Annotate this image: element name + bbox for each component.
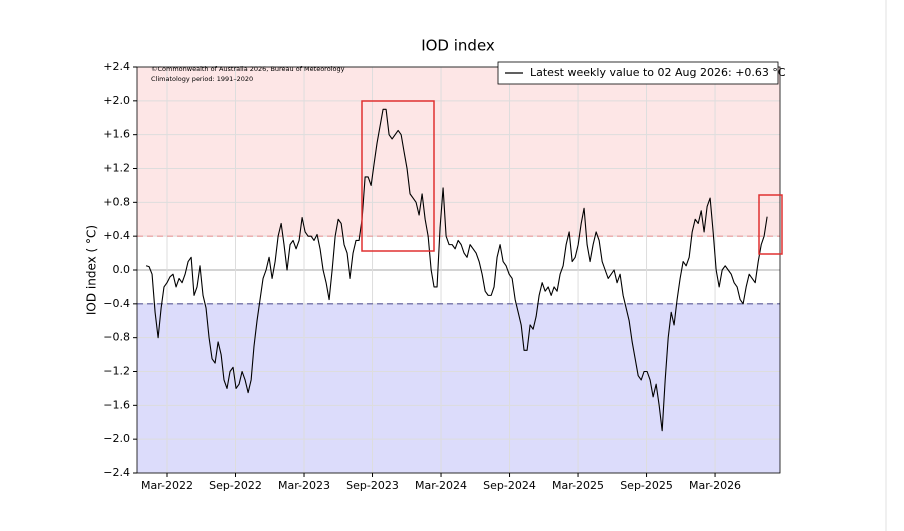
x-tick-label: Sep-2025 — [620, 479, 673, 492]
series-line — [145, 108, 768, 432]
legend: Latest weekly value to 02 Aug 2026: +0.6… — [497, 61, 786, 85]
highlight-box — [758, 194, 783, 255]
plot-frame — [136, 66, 781, 474]
y-tick-label: −0.8 — [103, 331, 130, 344]
x-tick-label: Mar-2025 — [552, 479, 604, 492]
climatology-note: Climatology period: 1991–2020 — [151, 75, 253, 83]
x-tick-label: Mar-2026 — [689, 479, 741, 492]
chart-title: IOD index — [421, 37, 495, 55]
copyright-note: ©Commonwealth of Australia 2026, Bureau … — [151, 65, 345, 73]
highlight-box — [361, 100, 435, 252]
x-tick-label: Sep-2023 — [346, 479, 399, 492]
y-tick-label: +1.2 — [103, 162, 130, 175]
y-tick-label: 0.0 — [113, 263, 131, 276]
x-tick-label: Sep-2024 — [483, 479, 536, 492]
y-tick-label: −2.0 — [103, 432, 130, 445]
y-tick-label: +2.4 — [103, 60, 130, 73]
positive-region — [137, 67, 780, 237]
y-tick-label: −1.6 — [103, 398, 130, 411]
y-tick-label: −1.2 — [103, 365, 130, 378]
y-tick-label: +1.6 — [103, 128, 130, 141]
x-tick-label: Mar-2024 — [415, 479, 467, 492]
y-axis-label: IOD index ( °C) — [85, 225, 99, 315]
legend-label: Latest weekly value to 02 Aug 2026: +0.6… — [530, 66, 786, 79]
y-tick-label: −0.4 — [103, 297, 130, 310]
legend-box — [497, 61, 779, 85]
y-tick-label: +2.0 — [103, 94, 130, 107]
x-tick-label: Mar-2022 — [141, 479, 193, 492]
y-tick-label: +0.8 — [103, 195, 130, 208]
y-tick-label: −2.4 — [103, 466, 130, 479]
plot-area: +2.4 +2.0 +1.6 +1.2 +0.8 +0.4 0.0 −0.4 −0.8 −1.2 −… — [103, 60, 781, 492]
x-tick-label: Sep-2022 — [209, 479, 262, 492]
y-tick-label: +0.4 — [103, 229, 130, 242]
negative-region — [137, 303, 780, 473]
x-tick-label: Mar-2023 — [278, 479, 330, 492]
